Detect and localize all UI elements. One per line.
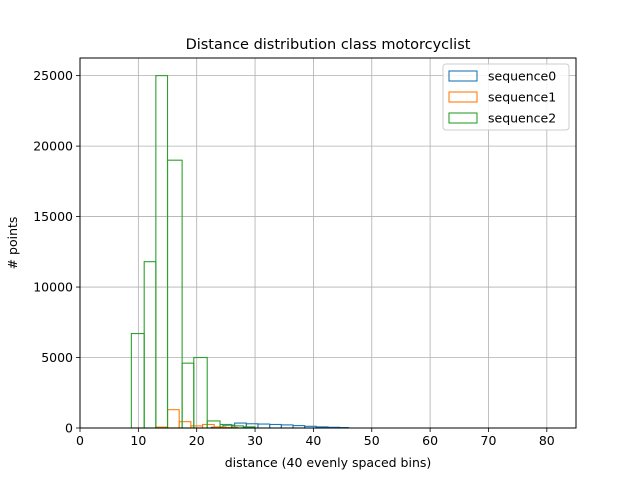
x-tick-label: 50: [364, 433, 380, 448]
y-tick-label: 15000: [33, 209, 73, 224]
x-tick-label: 70: [481, 433, 497, 448]
legend-label: sequence1: [488, 90, 556, 105]
y-tick-label: 25000: [33, 68, 73, 83]
legend: sequence0 sequence1 sequence2: [442, 63, 570, 131]
legend-label: sequence2: [488, 111, 556, 126]
y-tick-label: 10000: [33, 280, 73, 295]
x-tick-label: 80: [539, 433, 555, 448]
y-axis-ticks: 0 5000 10000 15000 20000 25000: [33, 68, 80, 436]
x-tick-label: 10: [130, 433, 146, 448]
x-axis-ticks: 0 10 20 30 40 50 60 70 80: [76, 428, 555, 448]
y-tick-label: 0: [65, 421, 73, 436]
y-axis-label: # points: [5, 217, 20, 270]
y-tick-label: 5000: [41, 350, 73, 365]
x-axis-label: distance (40 evenly spaced bins): [225, 455, 432, 470]
x-tick-label: 20: [189, 433, 205, 448]
chart-title: Distance distribution class motorcyclist: [186, 37, 471, 53]
legend-label: sequence0: [488, 69, 556, 84]
x-tick-label: 60: [422, 433, 438, 448]
x-tick-label: 40: [305, 433, 321, 448]
legend-swatch: [448, 70, 478, 82]
legend-swatch: [448, 112, 478, 124]
y-tick-label: 20000: [33, 139, 73, 154]
x-tick-label: 0: [76, 433, 84, 448]
x-tick-label: 30: [247, 433, 263, 448]
legend-swatch: [448, 91, 478, 103]
axes-frame: [79, 57, 577, 429]
